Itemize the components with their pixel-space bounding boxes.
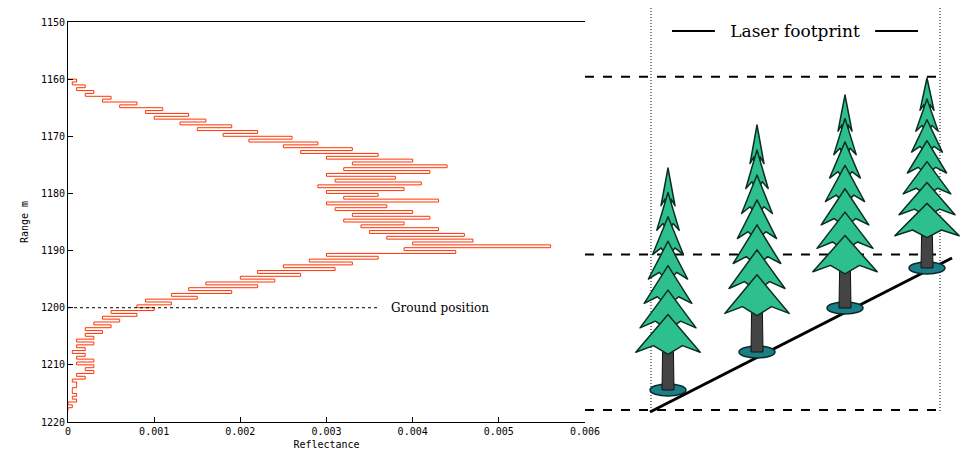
svg-text:1160: 1160	[41, 74, 65, 85]
svg-text:Reflectance: Reflectance	[293, 439, 359, 450]
svg-text:Laser footprint: Laser footprint	[730, 21, 860, 41]
svg-text:1170: 1170	[41, 131, 65, 142]
svg-text:Range m: Range m	[19, 201, 30, 243]
svg-text:Ground position: Ground position	[391, 301, 489, 315]
svg-text:1180: 1180	[41, 188, 65, 199]
svg-text:0.005: 0.005	[484, 426, 514, 437]
svg-text:0.003: 0.003	[311, 426, 341, 437]
svg-text:0.002: 0.002	[225, 426, 255, 437]
svg-text:1220: 1220	[41, 417, 65, 428]
svg-text:0.001: 0.001	[139, 426, 169, 437]
svg-text:1210: 1210	[41, 359, 65, 370]
svg-text:0: 0	[65, 426, 71, 437]
svg-text:1200: 1200	[41, 302, 65, 313]
svg-text:0.006: 0.006	[570, 426, 600, 437]
svg-text:0.004: 0.004	[398, 426, 428, 437]
svg-text:1190: 1190	[41, 245, 65, 256]
svg-text:1150: 1150	[41, 17, 65, 28]
